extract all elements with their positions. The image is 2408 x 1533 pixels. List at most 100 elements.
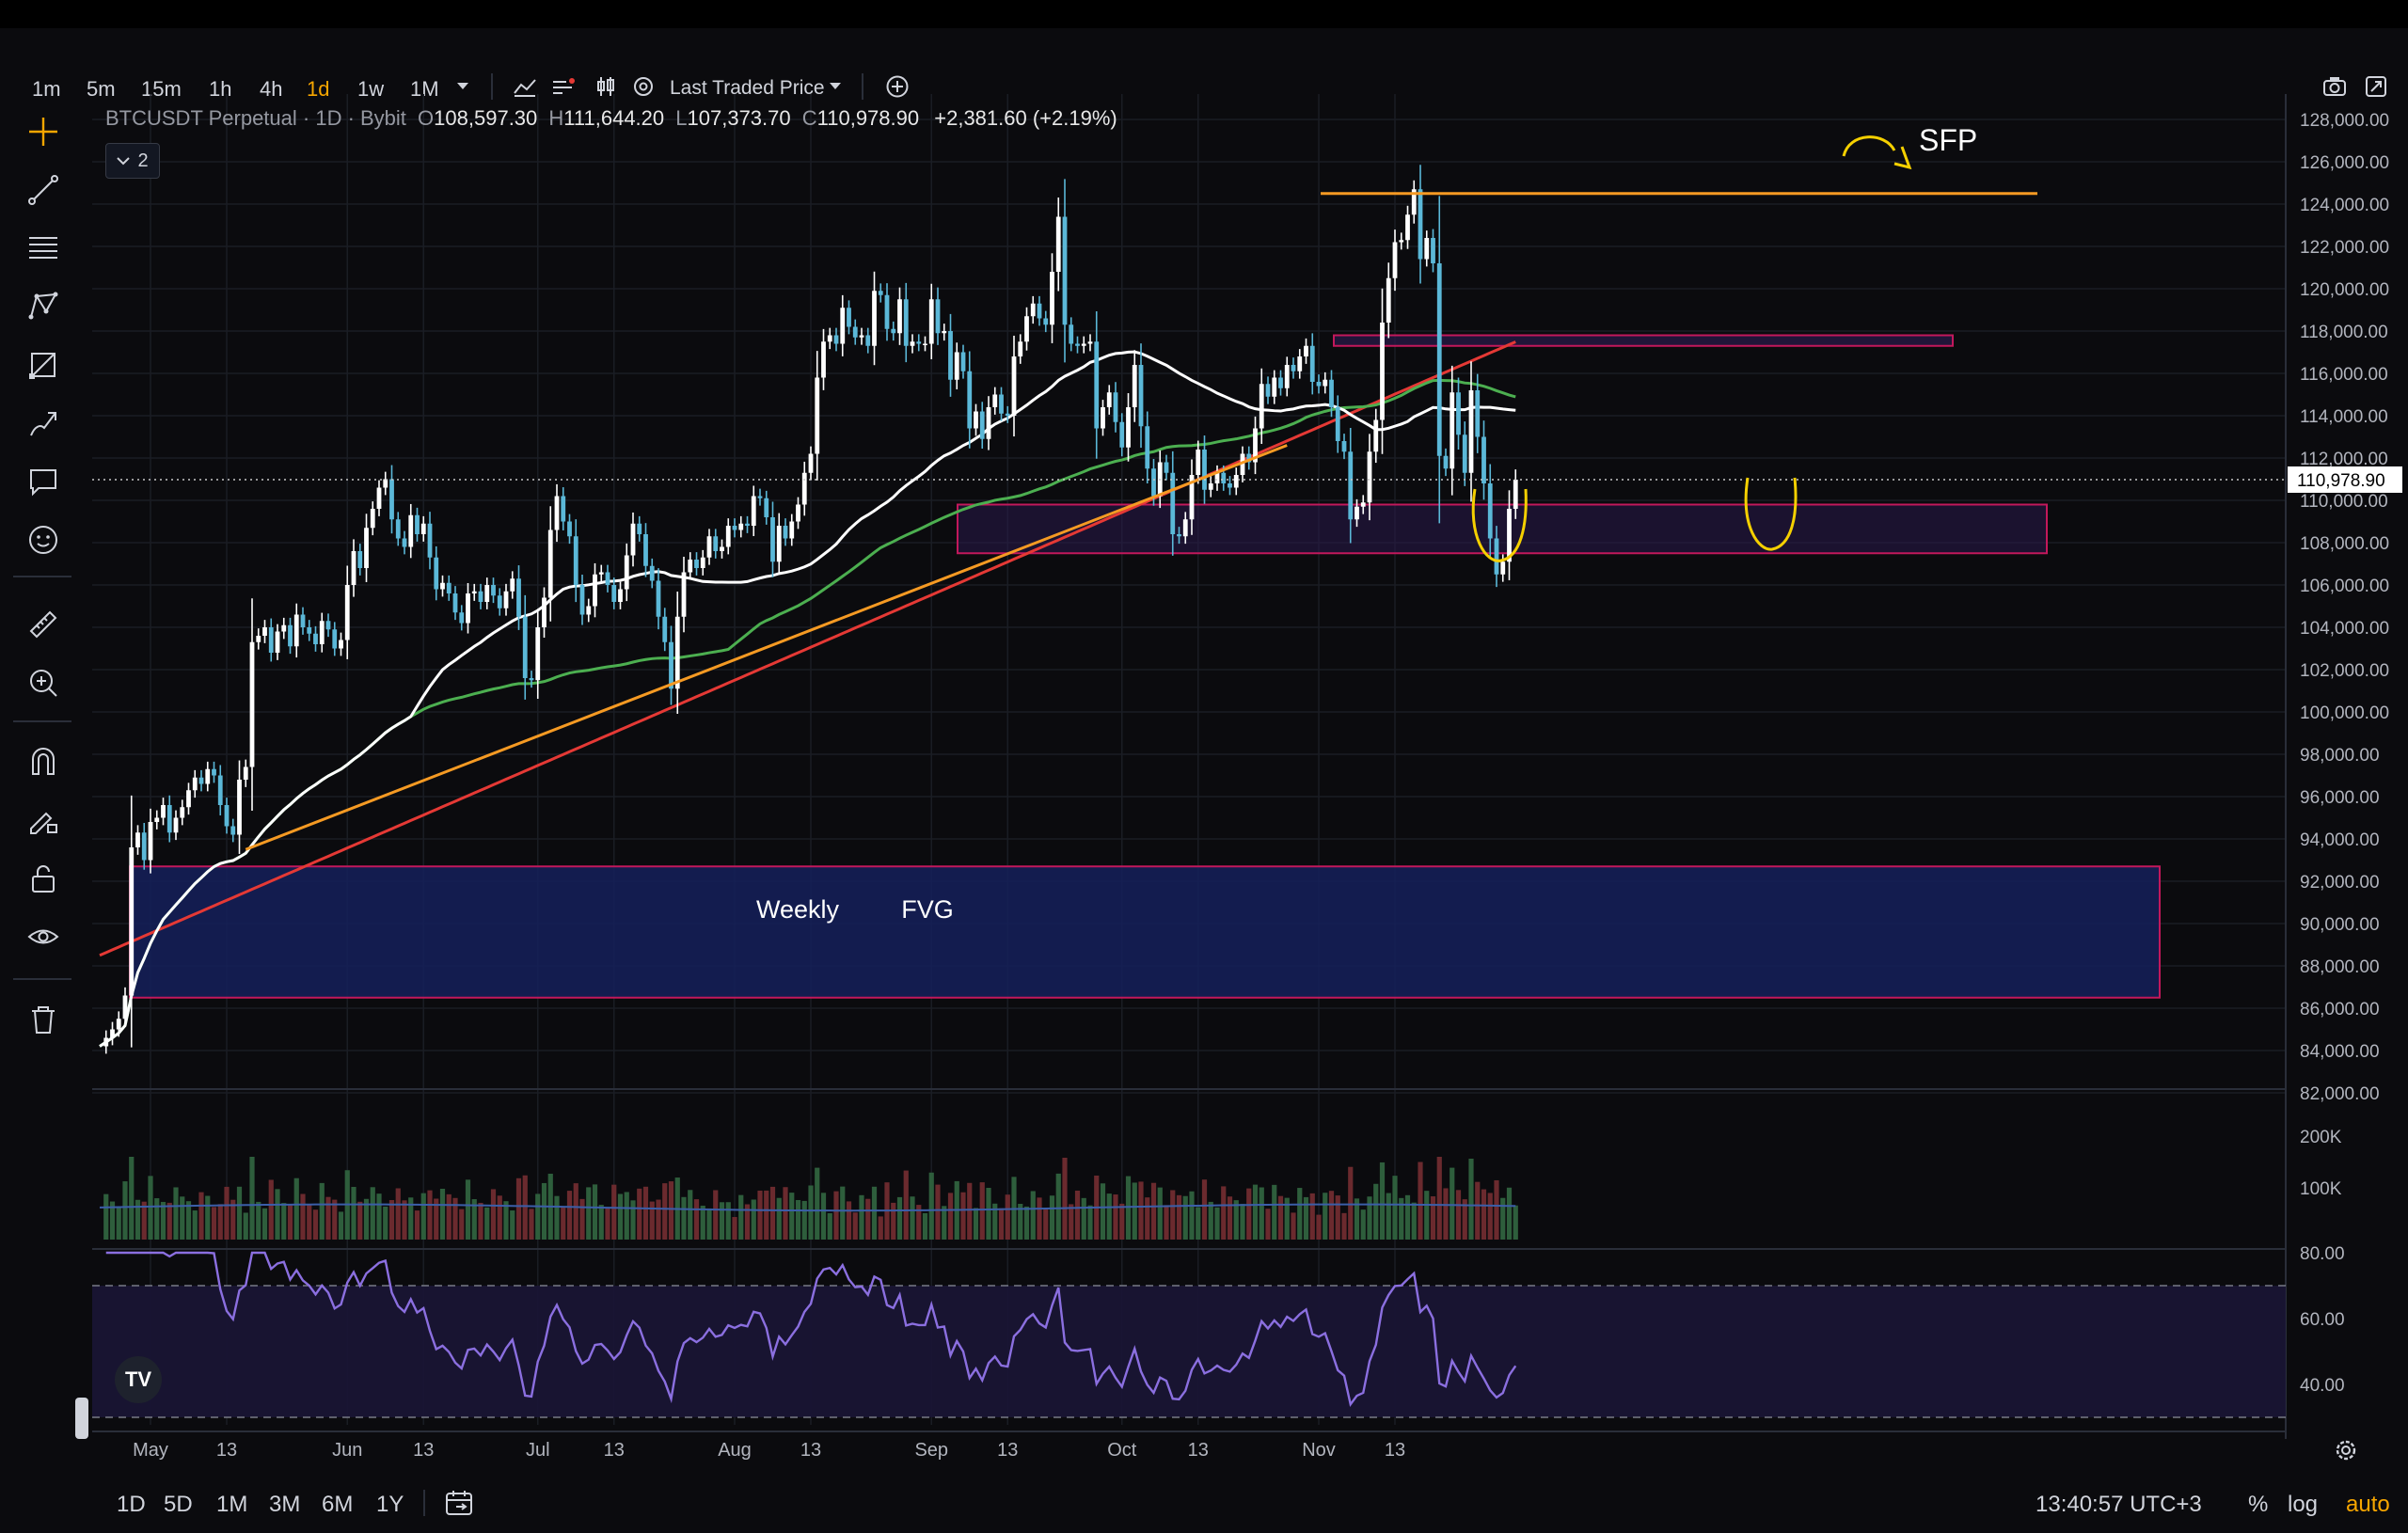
trend-line-icon[interactable] [24,171,62,209]
price-source-chevron-icon[interactable] [818,70,852,103]
volume-bar [1303,1196,1309,1240]
log-scale-toggle[interactable]: log [2288,1492,2319,1517]
candle-body [732,526,737,530]
auto-scale-toggle[interactable]: auto [2346,1492,2390,1517]
volume-bar [439,1188,446,1240]
candle-body [173,817,179,833]
timeframe-1M[interactable]: 1M [410,77,439,101]
candle-body [999,394,1004,414]
timeframe-1h[interactable]: 1h [209,77,232,101]
volume-bar [510,1210,515,1240]
candle-body [1494,538,1499,575]
volume-bar [1196,1207,1201,1240]
fib-retracement-icon[interactable] [24,229,62,267]
volume-bar [947,1193,954,1240]
timeframe-1m[interactable]: 1m [32,77,61,101]
brush-icon[interactable] [24,404,62,442]
candle-body [180,807,185,818]
candle-body [1011,356,1017,416]
range-1y[interactable]: 1Y [376,1492,404,1517]
text-note-icon[interactable] [24,463,62,500]
price-tick-label: 120,000.00 [2300,280,2389,300]
price-source-select[interactable]: Last Traded Price [670,77,825,99]
timeframe-5m[interactable]: 5m [87,77,116,101]
volume-bar [446,1193,452,1240]
volume-bar [141,1201,147,1240]
candle-body [815,377,820,454]
add-plus-icon[interactable] [880,70,914,103]
crosshair-icon[interactable] [24,113,62,150]
volume-tick-label: 200K [2300,1128,2342,1147]
symbol-label[interactable]: BTCUSDT Perpetual · 1D · Bybit [105,106,406,130]
candle-body [649,565,655,581]
trash-icon[interactable] [24,1001,62,1038]
percent-scale-toggle[interactable]: % [2248,1492,2269,1517]
volume-bar [261,1208,268,1240]
candle-body [859,335,864,338]
eye-visibility-icon[interactable] [24,918,62,956]
candle-body [1055,216,1061,272]
emoji-icon[interactable] [24,521,62,559]
candle-body [801,472,807,505]
candle-body [522,616,528,678]
candle-body [598,572,604,575]
price-tick-label: 106,000.00 [2300,577,2389,596]
volume-bar [846,1201,852,1240]
chart-type-icon[interactable] [508,70,542,103]
zoom-in-icon[interactable] [24,664,62,702]
timeframe-15m[interactable]: 15m [141,77,182,101]
volume-bar [1284,1197,1290,1240]
magnet-icon[interactable] [24,743,62,781]
pattern-tool-icon[interactable] [24,288,62,325]
timeframe-1d[interactable]: 1d [307,77,330,101]
projection-icon[interactable] [24,346,62,384]
panel-resize-handle[interactable] [75,1398,88,1439]
camera-icon[interactable] [2318,70,2352,103]
candle-body [1164,462,1169,473]
indicators-icon[interactable] [547,70,581,103]
range-1d[interactable]: 1D [117,1492,146,1517]
volume-bar [224,1186,230,1240]
rsi-band [92,1286,2286,1417]
range-6m[interactable]: 6M [322,1492,354,1517]
range-5d[interactable]: 5D [164,1492,193,1517]
volume-bar [1494,1179,1499,1240]
volume-bar [1113,1194,1118,1240]
candles-style-icon[interactable] [589,70,623,103]
price-tick-label: 122,000.00 [2300,238,2389,258]
candle-body [579,585,585,615]
candle-body [783,526,788,539]
volume-bar [1297,1188,1303,1240]
volume-bar [1373,1183,1379,1240]
candle-body [770,517,775,562]
volume-bar [185,1201,192,1240]
timeframe-dropdown-icon[interactable] [446,70,480,103]
lock-drawing-pencil-icon[interactable] [24,801,62,839]
volume-bar [205,1195,211,1240]
candle-body [1170,472,1176,534]
range-3m[interactable]: 3M [269,1492,301,1517]
timeframe-4h[interactable]: 4h [260,77,283,101]
indicators-collapse-button[interactable]: 2 [105,143,160,179]
volume-bar [579,1198,585,1240]
price-tick-label: 112,000.00 [2300,450,2388,469]
range-1m[interactable]: 1M [216,1492,248,1517]
timeframe-1w[interactable]: 1w [357,77,385,101]
high-key: H [548,106,564,130]
ruler-icon[interactable] [24,606,62,643]
candle-body [1081,343,1086,346]
unlock-icon[interactable] [24,860,62,897]
axis-settings-gear-icon[interactable] [2329,1433,2363,1467]
candle-body [1341,441,1347,452]
candle-body [256,636,261,642]
fullscreen-icon[interactable] [2359,70,2393,103]
candle-body [1106,392,1112,407]
candle-body [1431,238,1435,263]
price-tick-label: 108,000.00 [2300,534,2389,554]
calendar-range-icon[interactable] [442,1486,476,1520]
volume-bar [649,1201,655,1240]
price-source-gear-icon[interactable] [626,70,660,103]
clock-timezone[interactable]: 13:40:57 UTC+3 [2036,1492,2202,1517]
volume-bar [706,1208,712,1240]
